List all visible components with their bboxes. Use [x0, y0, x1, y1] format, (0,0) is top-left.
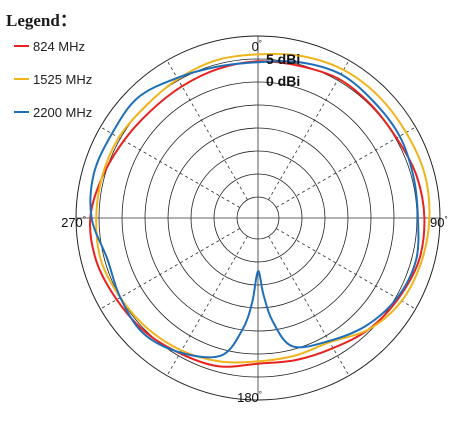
angle-label-270: 270°: [61, 215, 86, 230]
legend-title: Legend：: [6, 11, 77, 30]
grid-spoke: [100, 126, 241, 208]
series-line-824mhz: [89, 60, 426, 368]
ring-label-0dbi: 0 dBi: [266, 73, 300, 89]
grid-spoke: [166, 60, 248, 201]
angle-label-0: 0°: [252, 39, 262, 54]
grid-spoke: [268, 60, 350, 201]
legend-entry-2200mhz: 2200 MHz: [14, 105, 92, 120]
grid-spoke: [268, 235, 350, 376]
legend: Legend： 824 MHz 1525 MHz 2200 MHz: [6, 11, 92, 120]
grid-spoke: [275, 228, 416, 310]
grid-spoke: [166, 235, 248, 376]
series-layer: [89, 52, 431, 368]
angle-label-180: 180°: [237, 390, 262, 405]
grid-spoke: [275, 126, 416, 208]
legend-entry-824mhz: 824 MHz: [14, 39, 85, 54]
series-line-1525mhz: [95, 52, 431, 364]
angle-label-90: 90°: [430, 215, 448, 230]
legend-label-2200mhz: 2200 MHz: [33, 105, 92, 120]
grid-spoke: [100, 228, 241, 310]
legend-label-1525mhz: 1525 MHz: [33, 72, 92, 87]
legend-entry-1525mhz: 1525 MHz: [14, 72, 92, 87]
series-line-2200mhz: [89, 60, 420, 359]
polar-grid: [75, 35, 441, 401]
ring-label-5dbi: 5 dBi: [266, 51, 300, 67]
legend-label-824mhz: 824 MHz: [33, 39, 85, 54]
